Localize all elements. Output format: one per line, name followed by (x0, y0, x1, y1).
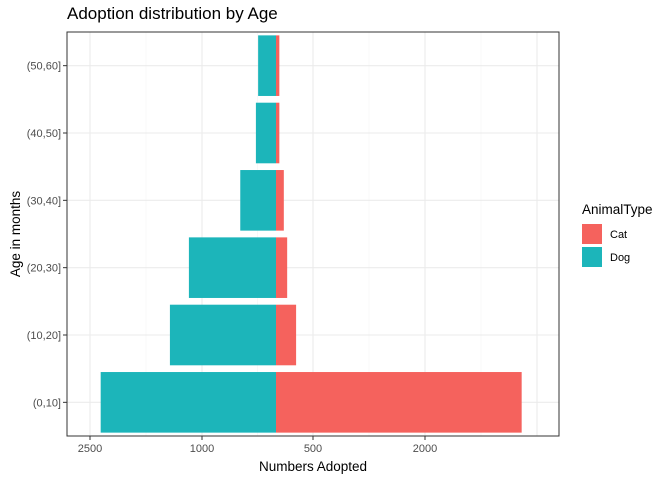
bar-dog (240, 170, 276, 231)
legend-title: AnimalType (582, 202, 653, 217)
legend: AnimalType Cat Dog (582, 202, 653, 267)
y-axis: (0,10] (10,20] (20,30] (30,40] (40,50] (50,60… (27, 61, 67, 409)
y-tick-label: (50,60] (27, 61, 61, 73)
bar-dog (188, 237, 276, 298)
bar-cat (276, 372, 522, 433)
bars-group (100, 35, 522, 433)
y-axis-title: Age in months (8, 191, 23, 278)
x-tick-label: 1000 (190, 443, 214, 455)
y-tick-label: (30,40] (27, 195, 61, 207)
x-tick-label: 2500 (78, 443, 102, 455)
legend-key-dog (582, 247, 602, 267)
y-tick-label: (10,20] (27, 330, 61, 342)
legend-key-cat (582, 224, 602, 244)
x-axis: 2500 1000 500 2000 (78, 436, 437, 455)
y-tick-label: (0,10] (33, 397, 61, 409)
x-tick-label: 500 (304, 443, 322, 455)
legend-label-dog: Dog (610, 252, 630, 264)
bar-dog (100, 372, 276, 433)
bar-dog (258, 35, 276, 96)
bar-cat (276, 170, 284, 231)
x-axis-title: Numbers Adopted (259, 459, 367, 474)
bar-cat (276, 304, 297, 366)
bar-cat (276, 35, 280, 96)
chart-title: Adoption distribution by Age (67, 4, 278, 23)
bar-cat (276, 237, 288, 298)
bar-dog (255, 102, 276, 164)
y-tick-label: (40,50] (27, 128, 61, 140)
bar-cat (276, 102, 280, 164)
legend-label-cat: Cat (610, 229, 627, 241)
x-tick-label: 2000 (413, 443, 437, 455)
y-tick-label: (20,30] (27, 263, 61, 275)
bar-dog (169, 304, 276, 366)
